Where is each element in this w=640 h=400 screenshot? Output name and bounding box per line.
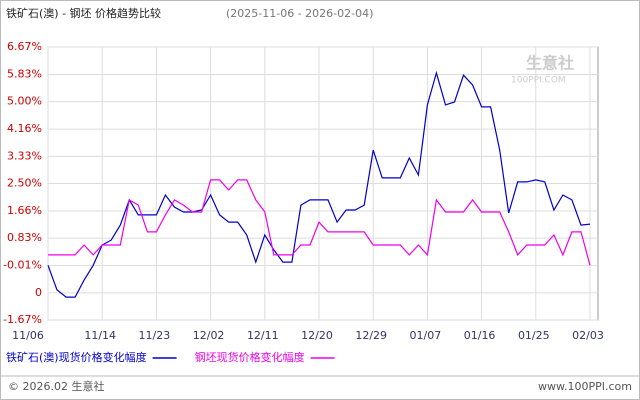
series-line — [47, 70, 591, 298]
x-tick-label: 11/06 — [12, 329, 44, 342]
x-tick-label: 01/25 — [518, 329, 550, 342]
legend-label: 铁矿石(澳)现货价格变化幅度 — [6, 350, 147, 364]
y-tick-label: 6.67% — [7, 40, 42, 53]
legend-label: 钢坯现货价格变化幅度 — [195, 350, 305, 364]
x-tick-label: 11/23 — [139, 329, 171, 342]
x-tick-label: 01/16 — [464, 329, 496, 342]
x-tick-label: 12/29 — [355, 329, 387, 342]
y-tick-label: 5.83% — [7, 67, 42, 80]
x-tick-label: 01/07 — [410, 329, 442, 342]
watermark-brand: 生意社 — [526, 54, 574, 73]
series-line — [48, 179, 591, 266]
watermark-site: 100PPI.COM — [511, 76, 566, 86]
x-tick-label: 12/02 — [193, 329, 225, 342]
chart-subtitle: (2025-11-06 - 2026-02-04) — [226, 7, 373, 20]
y-tick-label: -1.67% — [3, 313, 42, 326]
y-tick-label: 2.50% — [7, 177, 42, 190]
footer-left: © 2026.02 生意社 — [8, 379, 104, 393]
x-tick-label: 11/14 — [84, 329, 116, 342]
y-tick-label: -0.01% — [3, 259, 42, 272]
y-tick-label: 0 — [35, 286, 42, 299]
x-tick-label: 02/03 — [572, 329, 604, 342]
x-tick-label: 12/20 — [301, 329, 333, 342]
chart-title: 铁矿石(澳) - 钢坯 价格趋势比较 — [6, 6, 161, 20]
y-tick-label: 0.83% — [7, 231, 42, 244]
x-tick-label: 12/11 — [247, 329, 279, 342]
y-tick-label: 5.00% — [7, 95, 42, 108]
y-tick-label: 4.16% — [7, 122, 42, 135]
y-tick-label: 1.66% — [7, 204, 42, 217]
y-tick-label: 3.33% — [7, 149, 42, 162]
footer-right: www.100PPI.com — [538, 380, 632, 393]
